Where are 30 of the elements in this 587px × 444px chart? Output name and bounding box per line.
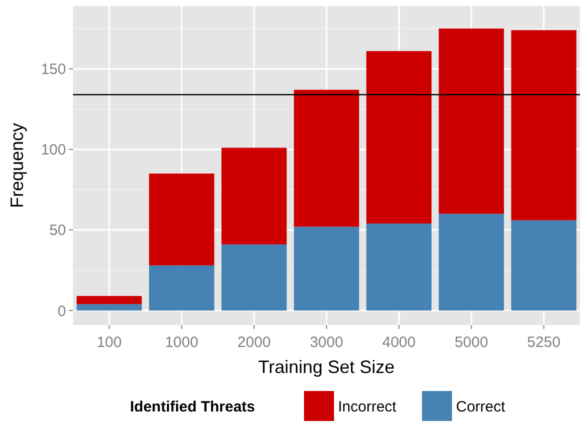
x-tick-label: 100	[96, 334, 122, 351]
bar	[438, 28, 504, 214]
bar	[76, 304, 142, 310]
x-axis-title: Training Set Size	[258, 357, 395, 377]
bar	[511, 30, 576, 220]
x-tick-label: 5000	[454, 334, 488, 351]
y-axis-title: Frequency	[7, 122, 27, 208]
x-tick-label: 4000	[382, 334, 416, 351]
bar	[294, 90, 360, 227]
bar	[366, 224, 432, 310]
y-tick-label: 0	[58, 302, 66, 320]
y-tick-label: 100	[40, 142, 66, 159]
x-tick-label: 3000	[310, 334, 344, 351]
x-tick-label: 5250	[527, 334, 560, 351]
legend-label: Incorrect	[338, 398, 398, 416]
bar	[221, 148, 287, 244]
bar	[438, 214, 504, 310]
legend-label: Correct	[456, 398, 506, 416]
bar	[511, 220, 576, 310]
bar	[366, 51, 432, 224]
bar	[149, 265, 214, 310]
y-tick-label: 50	[49, 222, 66, 240]
bar	[149, 174, 214, 266]
x-tick-label: 1000	[164, 334, 198, 351]
bar	[294, 226, 360, 310]
y-tick-label: 150	[40, 61, 66, 78]
bar	[76, 296, 142, 304]
legend-title: Identified Threats	[130, 398, 256, 416]
x-tick-label: 2000	[237, 334, 271, 351]
bar	[221, 244, 287, 310]
